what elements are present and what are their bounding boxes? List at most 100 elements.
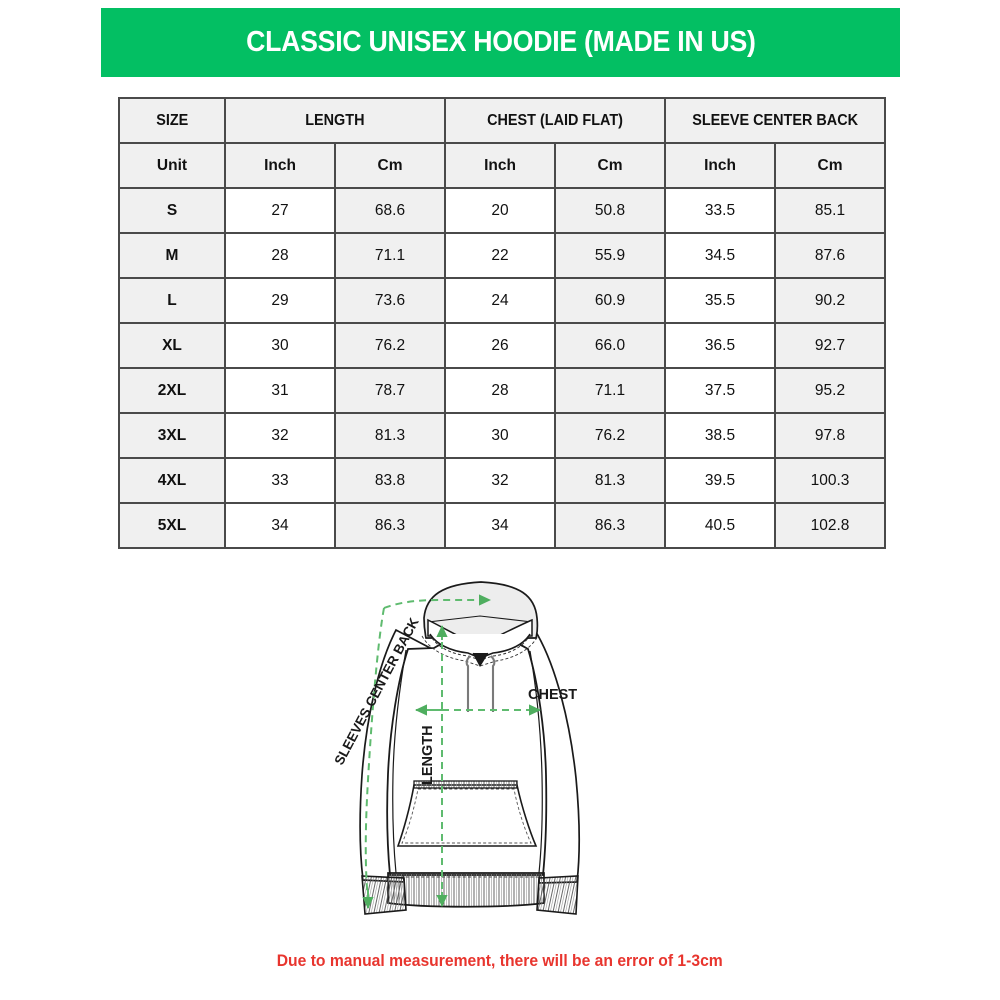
cell-chest-in: 24	[444, 277, 556, 324]
page-title: CLASSIC UNISEX HOODIE (MADE IN US)	[245, 26, 756, 58]
cell-length-cm: 68.6	[334, 187, 446, 234]
measurement-disclaimer: Due to manual measurement, there will be…	[0, 952, 1000, 971]
waistband	[387, 872, 545, 908]
unit-header-sleeve-cm: Cm	[774, 142, 887, 189]
right-drawstring	[490, 655, 496, 712]
right-cuff	[536, 875, 579, 915]
cell-size: 3XL	[118, 412, 226, 459]
hood-center-notch	[472, 652, 489, 668]
cell-sleeve-in: 36.5	[664, 322, 777, 369]
pocket-stitch	[401, 788, 532, 844]
header-banner: CLASSIC UNISEX HOODIE (MADE IN US)	[101, 8, 900, 77]
group-header-sleeve: SLEEVE CENTER BACK	[664, 97, 887, 144]
cell-sleeve-cm: 95.2	[774, 367, 887, 414]
hood-outer-stitch	[421, 635, 539, 667]
cell-sleeve-cm: 92.7	[774, 322, 887, 369]
measurement-guides	[362, 594, 541, 909]
cell-sleeve-in: 34.5	[664, 232, 777, 279]
cell-length-cm: 76.2	[334, 322, 446, 369]
cell-size: S	[118, 187, 226, 234]
cell-sleeve-cm: 100.3	[774, 457, 887, 504]
cell-size: 5XL	[118, 502, 226, 549]
hood-top-edge	[427, 615, 533, 623]
cell-chest-cm: 81.3	[553, 457, 667, 504]
cell-sleeve-cm: 90.2	[774, 277, 887, 324]
cell-size: 2XL	[118, 367, 226, 414]
cell-chest-in: 30	[444, 412, 556, 459]
group-header-chest-label: CHEST (LAID FLAT)	[487, 111, 623, 129]
cell-sleeve-cm: 85.1	[774, 187, 887, 234]
pocket-top-band	[413, 780, 518, 789]
cell-sleeve-in: 35.5	[664, 277, 777, 324]
cell-sleeve-cm: 102.8	[774, 502, 887, 549]
cell-sleeve-in: 40.5	[664, 502, 777, 549]
group-header-chest: CHEST (LAID FLAT)	[443, 97, 667, 144]
cell-chest-in: 32	[444, 457, 556, 504]
table-row: S 27 68.6 20 50.8 33.5 85.1	[118, 187, 887, 234]
cell-chest-cm: 60.9	[553, 277, 667, 324]
cell-length-cm: 83.8	[334, 457, 446, 504]
cell-length-cm: 78.7	[334, 367, 446, 414]
cell-sleeve-cm: 87.6	[774, 232, 887, 279]
cell-chest-in: 22	[444, 232, 556, 279]
hoodie-measurement-diagram: CHEST LENGTH SLEEVES CENTER BACK	[318, 570, 682, 935]
cell-chest-in: 20	[444, 187, 556, 234]
table-unit-header-row: Unit Inch Cm Inch Cm Inch Cm	[118, 142, 887, 189]
disclaimer-text: Due to manual measurement, there will be…	[277, 952, 723, 970]
cell-sleeve-in: 38.5	[664, 412, 777, 459]
cell-size: XL	[118, 322, 226, 369]
cell-length-in: 31	[224, 367, 336, 414]
cell-length-in: 27	[224, 187, 336, 234]
cell-chest-cm: 66.0	[553, 322, 667, 369]
cell-chest-cm: 55.9	[553, 232, 667, 279]
right-body-seam	[529, 650, 543, 874]
chest-label: CHEST	[528, 687, 577, 703]
length-label: LENGTH	[420, 725, 436, 785]
cell-chest-cm: 50.8	[553, 187, 667, 234]
table-group-header-row: SIZE LENGTH CHEST (LAID FLAT) SLEEVE CEN…	[118, 97, 887, 144]
cell-length-in: 32	[224, 412, 336, 459]
cell-chest-in: 28	[444, 367, 556, 414]
group-header-length-label: LENGTH	[305, 111, 365, 129]
unit-header-sleeve-in: Inch	[664, 142, 777, 189]
cell-length-cm: 71.1	[334, 232, 446, 279]
unit-header-chest-cm: Cm	[553, 142, 667, 189]
kangaroo-pocket	[396, 784, 538, 847]
group-header-size-label: SIZE	[155, 111, 189, 129]
size-chart-body: S 27 68.6 20 50.8 33.5 85.1 M 28 71.1 22 55.9 34.5 87…	[118, 187, 887, 549]
cell-length-in: 34	[224, 502, 336, 549]
cell-length-cm: 73.6	[334, 277, 446, 324]
group-header-sleeve-label: SLEEVE CENTER BACK	[692, 111, 858, 129]
cell-length-cm: 86.3	[334, 502, 446, 549]
cell-chest-cm: 86.3	[553, 502, 667, 549]
cell-size: 4XL	[118, 457, 226, 504]
group-header-size: SIZE	[118, 97, 226, 144]
cell-length-in: 28	[224, 232, 336, 279]
unit-header-length-cm: Cm	[334, 142, 446, 189]
cell-chest-in: 34	[444, 502, 556, 549]
cell-length-in: 33	[224, 457, 336, 504]
unit-header-length-in: Inch	[224, 142, 336, 189]
cell-size: L	[118, 277, 226, 324]
group-header-length: LENGTH	[224, 97, 446, 144]
unit-header-unit: Unit	[118, 142, 226, 189]
cell-sleeve-cm: 97.8	[774, 412, 887, 459]
cell-chest-cm: 76.2	[553, 412, 667, 459]
cell-size: M	[118, 232, 226, 279]
left-drawstring	[465, 655, 471, 712]
cell-chest-cm: 71.1	[553, 367, 667, 414]
cell-length-in: 29	[224, 277, 336, 324]
hood-outer	[423, 581, 539, 639]
cell-length-in: 30	[224, 322, 336, 369]
cell-length-cm: 81.3	[334, 412, 446, 459]
cell-sleeve-in: 39.5	[664, 457, 777, 504]
unit-header-chest-in: Inch	[444, 142, 556, 189]
sleeve-guide-top	[383, 594, 491, 609]
cell-sleeve-in: 33.5	[664, 187, 777, 234]
size-chart-table: SIZE LENGTH CHEST (LAID FLAT) SLEEVE CEN…	[118, 97, 887, 549]
cell-chest-in: 26	[444, 322, 556, 369]
hoodie-illustration	[359, 581, 580, 915]
sleeve-guide-diagonal	[364, 607, 385, 901]
cell-sleeve-in: 37.5	[664, 367, 777, 414]
left-body-seam	[392, 649, 407, 874]
